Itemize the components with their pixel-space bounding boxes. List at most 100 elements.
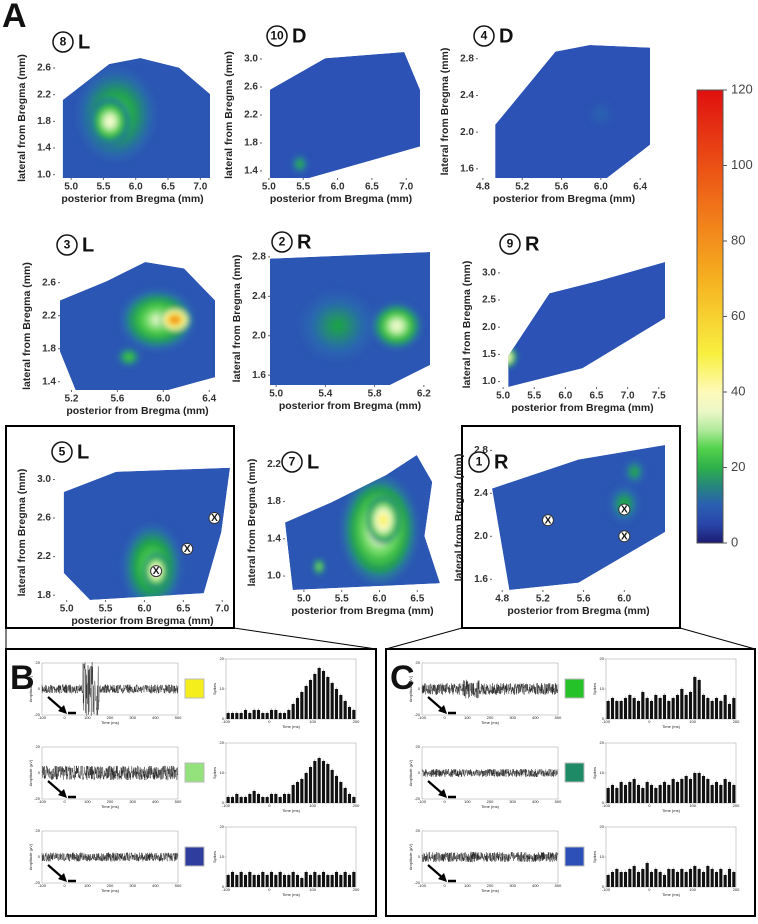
bar (313, 872, 317, 887)
trace-y-tick-label: 0 (38, 770, 41, 775)
trace-x-tick-label: 400 (152, 883, 159, 888)
heatmap (492, 445, 665, 590)
heat-ring (508, 351, 512, 363)
bar (308, 680, 313, 719)
x-axis-title: posterior from Bregma (mm) (61, 193, 203, 205)
bar (352, 710, 356, 719)
bar (295, 875, 300, 887)
bar (330, 683, 334, 719)
heat-ring (126, 355, 131, 359)
x-tick-label: 5.2 (65, 394, 79, 405)
bar (265, 797, 269, 803)
heatmap (504, 262, 665, 387)
trace-x-title: Time (ms) (101, 720, 120, 725)
trace-x-tick-label: 200 (487, 715, 494, 720)
bar (230, 872, 235, 887)
bar (641, 692, 645, 719)
trace (421, 679, 559, 699)
trace-y-title: Amplitude (μV) (408, 675, 413, 702)
bar (623, 698, 628, 719)
y-tick-label: 1.8 (244, 138, 258, 149)
x-tick-label: 6.0 (129, 182, 143, 193)
hist-x-title: Time (ms) (662, 808, 681, 813)
trace-x-tick-label: 100 (84, 715, 91, 720)
bar (688, 692, 693, 719)
arrow-head (58, 789, 67, 798)
y-tick-label: 2.4 (460, 90, 474, 101)
bar (334, 776, 339, 803)
hist-y-tick-label: 10 (220, 686, 225, 691)
bar (321, 671, 326, 719)
map-side: D (499, 25, 513, 47)
trace-y-tick-label: 0 (418, 770, 421, 775)
bar (675, 872, 680, 887)
bar (330, 770, 334, 803)
y-tick-label: 2.2 (267, 459, 281, 470)
trace-x-tick-label: 400 (532, 799, 539, 804)
hist-y-tick-label: 10 (600, 854, 605, 859)
bar (334, 689, 339, 719)
arrow-head (438, 873, 447, 882)
x-axis-title: posterior from Bregma (mm) (279, 400, 421, 412)
hist-y-title: Spikes (212, 851, 217, 863)
bar (645, 698, 649, 719)
panel-letter: A (2, 0, 27, 35)
hist-x-title: Time (ms) (662, 892, 681, 897)
trace-x-tick-label: 0 (64, 715, 67, 720)
bar (714, 698, 719, 719)
hist-y-tick-label: 0 (222, 716, 225, 721)
marker-label: X (211, 513, 218, 524)
y-tick-label: 1.6 (474, 574, 488, 585)
bar (658, 698, 662, 719)
bar (339, 782, 343, 803)
bar (714, 782, 719, 803)
color-swatch (564, 846, 585, 867)
trace-x-tick-label: 500 (175, 799, 182, 804)
bar (719, 701, 723, 719)
trace-x-tick-label: 0 (64, 883, 67, 888)
trace-x-tick-label: 300 (129, 799, 136, 804)
y-tick-label: 2.4 (252, 291, 266, 302)
x-tick-label: 6.5 (365, 182, 379, 193)
bar (300, 692, 304, 719)
x-tick-label: 6.0 (137, 604, 151, 615)
connector (233, 627, 377, 650)
arrow-head (438, 789, 447, 798)
bar (317, 668, 321, 719)
hotspots (589, 101, 613, 127)
bar (287, 710, 291, 719)
bar (688, 779, 693, 803)
hist-y-title: Spikes (592, 767, 597, 779)
trace-x-tick-label: 500 (175, 883, 182, 888)
trace-y-title: Amplitude (μV) (408, 759, 413, 786)
trace-x-tick-label: 300 (129, 883, 136, 888)
bar (706, 866, 710, 887)
bar (632, 866, 636, 887)
bar (662, 782, 667, 803)
bar (248, 872, 252, 887)
bar (615, 869, 619, 887)
x-tick-label: 5.5 (335, 594, 349, 605)
bar (610, 698, 615, 719)
bar (671, 779, 675, 803)
map-number-badge (499, 233, 521, 255)
map-side: L (82, 234, 94, 256)
heat-ring (504, 355, 508, 359)
bar (680, 869, 684, 887)
trace-x-tick-label: 500 (555, 715, 562, 720)
hist-y-tick-label: 20 (220, 740, 225, 745)
bar (658, 872, 662, 887)
hist-x-tick-label: 0 (268, 803, 271, 808)
trace-x-tick-label: -100 (418, 715, 427, 720)
bar (706, 698, 710, 719)
y-axis-title: lateral from Bregma (mm) (461, 261, 473, 389)
heat-ring (392, 322, 401, 330)
hist-y-tick-label: 0 (602, 800, 605, 805)
bar (261, 872, 265, 887)
y-tick-label: 2.5 (482, 295, 496, 306)
map-number-badge (281, 451, 303, 473)
marker-label: X (545, 515, 552, 526)
trace-x-tick-label: 500 (555, 799, 562, 804)
marker (150, 565, 163, 578)
trace (41, 765, 179, 781)
